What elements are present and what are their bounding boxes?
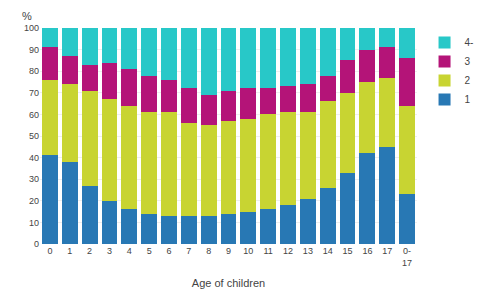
svg-text:4: 4	[127, 246, 132, 256]
svg-text:10: 10	[243, 246, 253, 256]
svg-text:2: 2	[87, 246, 92, 256]
svg-text:Age of children: Age of children	[192, 277, 265, 289]
svg-text:%: %	[22, 10, 32, 22]
svg-text:30: 30	[29, 174, 39, 184]
svg-text:0-17: 0-17	[402, 246, 412, 268]
svg-text:80: 80	[29, 66, 39, 76]
svg-text:2: 2	[465, 75, 471, 86]
svg-text:1: 1	[465, 94, 471, 105]
svg-text:0: 0	[34, 239, 39, 249]
svg-text:6: 6	[166, 246, 171, 256]
svg-text:11: 11	[264, 246, 273, 256]
svg-text:20: 20	[29, 196, 39, 206]
svg-text:10: 10	[29, 218, 39, 228]
svg-text:14: 14	[323, 246, 333, 256]
svg-text:3: 3	[465, 56, 471, 67]
svg-text:8: 8	[206, 246, 211, 256]
svg-text:5: 5	[147, 246, 152, 256]
svg-text:4-: 4-	[465, 37, 474, 48]
svg-text:0: 0	[47, 246, 52, 256]
svg-text:9: 9	[226, 246, 231, 256]
svg-text:1: 1	[67, 246, 72, 256]
svg-text:3: 3	[107, 246, 112, 256]
svg-text:13: 13	[303, 246, 313, 256]
svg-text:100: 100	[24, 23, 39, 33]
svg-text:40: 40	[29, 153, 39, 163]
svg-text:60: 60	[29, 110, 39, 120]
svg-text:16: 16	[362, 246, 372, 256]
svg-text:15: 15	[343, 246, 353, 256]
svg-text:7: 7	[186, 246, 191, 256]
svg-text:90: 90	[29, 45, 39, 55]
svg-text:70: 70	[29, 88, 39, 98]
svg-text:50: 50	[29, 131, 39, 141]
svg-text:17: 17	[382, 246, 392, 256]
svg-text:12: 12	[283, 246, 293, 256]
